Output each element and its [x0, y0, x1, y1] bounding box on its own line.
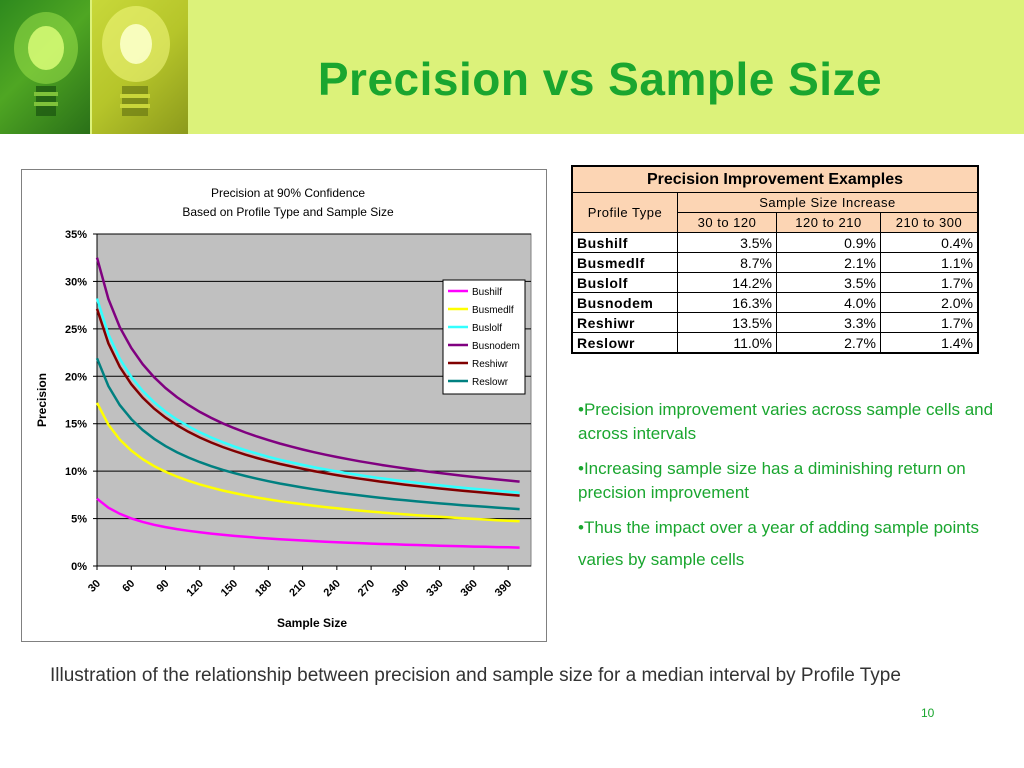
x-tick-label: 90 [155, 578, 172, 595]
x-tick-label: 330 [424, 578, 445, 599]
x-tick-label: 150 [219, 578, 240, 599]
precision-improvement-table: Precision Improvement Examples Profile T… [571, 165, 979, 354]
page-number: 10 [921, 706, 935, 720]
y-tick-label: 30% [65, 276, 87, 288]
precision-line-chart: Precision at 90% Confidence Based on Prof… [35, 186, 532, 630]
y-axis-label: Precision [35, 373, 49, 427]
y-tick-label: 25% [65, 324, 87, 336]
series-line-reslowr [95, 357, 520, 511]
legend-label: Reslowr [472, 377, 509, 388]
table-cell: 2.7% [776, 332, 881, 354]
column-header: 210 to 300 [880, 212, 979, 233]
table-cell: 1.7% [880, 312, 979, 333]
precision-table-container: Precision Improvement Examples Profile T… [571, 165, 979, 354]
row-name: Reshiwr [571, 312, 678, 333]
table-row: Reslowr 11.0% 2.7% 1.4% [571, 332, 979, 354]
bullet-list: •Precision improvement varies across sam… [578, 398, 998, 587]
light-bulb-icon [92, 0, 188, 134]
row-header: Profile Type [571, 192, 678, 233]
table-row: Buslolf 14.2% 3.5% 1.7% [571, 272, 979, 293]
x-tick-label: 30 [86, 578, 103, 595]
table-cell: 3.5% [776, 272, 881, 293]
series-line-busmedlf [95, 402, 520, 523]
column-header: 120 to 210 [776, 212, 881, 233]
x-tick-label: 300 [390, 578, 411, 599]
row-name: Reslowr [571, 332, 678, 354]
row-name: Busnodem [571, 292, 678, 313]
row-name: Buslolf [571, 272, 678, 293]
table-cell: 16.3% [677, 292, 777, 313]
chart-subtitle: Based on Profile Type and Sample Size [182, 205, 394, 219]
table-cell: 1.7% [880, 272, 979, 293]
table-cell: 2.0% [880, 292, 979, 313]
y-tick-label: 20% [65, 371, 87, 383]
legend-label: Reshiwr [472, 359, 509, 370]
row-name: Busmedlf [571, 252, 678, 273]
x-tick-label: 390 [493, 578, 514, 599]
bullet-item: •Thus the impact over a year of adding s… [578, 518, 979, 569]
x-tick-label: 210 [287, 578, 308, 599]
table-cell: 4.0% [776, 292, 881, 313]
table-cell: 2.1% [776, 252, 881, 273]
bullet-item: •Increasing sample size has a diminishin… [578, 459, 966, 502]
x-tick-label: 60 [120, 578, 137, 595]
row-name: Bushilf [571, 232, 678, 253]
legend-label: Busmedlf [472, 305, 514, 316]
table-cell: 1.1% [880, 252, 979, 273]
series-line-reshiwr [95, 308, 520, 497]
series-line-busnodem [95, 257, 520, 483]
series-line-buslolf [95, 298, 520, 494]
table-row: Busmedlf 8.7% 2.1% 1.1% [571, 252, 979, 273]
legend-label: Bushilf [472, 287, 502, 298]
series-line-bushilf [96, 497, 520, 549]
chart-title: Precision at 90% Confidence [211, 186, 365, 200]
x-axis-label: Sample Size [277, 616, 347, 630]
group-header: Sample Size Increase [677, 192, 979, 213]
x-tick-label: 240 [321, 578, 342, 599]
table-cell: 0.4% [880, 232, 979, 253]
table-cell: 13.5% [677, 312, 777, 333]
slide-caption: Illustration of the relationship between… [50, 665, 901, 686]
legend-box [442, 279, 526, 395]
table-cell: 8.7% [677, 252, 777, 273]
table-row: Reshiwr 13.5% 3.3% 1.7% [571, 312, 979, 333]
x-tick-label: 120 [184, 578, 205, 599]
legend-label: Buslolf [472, 323, 502, 334]
legend-label: Busnodem [472, 341, 520, 352]
table-cell: 11.0% [677, 332, 777, 354]
bullet-item: •Precision improvement varies across sam… [578, 400, 994, 443]
table-cell: 3.5% [677, 232, 777, 253]
light-bulb-icon [0, 0, 90, 134]
table-cell: 3.3% [776, 312, 881, 333]
y-tick-label: 10% [65, 466, 87, 478]
y-tick-label: 5% [71, 514, 87, 526]
y-tick-label: 15% [65, 419, 87, 431]
table-row: Busnodem 16.3% 4.0% 2.0% [571, 292, 979, 313]
chart-panel: Precision at 90% Confidence Based on Prof… [21, 169, 547, 642]
table-caption: Precision Improvement Examples [571, 165, 979, 193]
x-tick-label: 360 [459, 578, 480, 599]
table-cell: 14.2% [677, 272, 777, 293]
table-row: Bushilf 3.5% 0.9% 0.4% [571, 232, 979, 253]
y-tick-label: 35% [65, 229, 87, 241]
column-header: 30 to 120 [677, 212, 777, 233]
x-tick-label: 270 [356, 578, 377, 599]
x-tick-label: 180 [253, 578, 274, 599]
page-title: Precision vs Sample Size [317, 53, 883, 105]
y-tick-label: 0% [71, 561, 87, 573]
table-cell: 1.4% [880, 332, 979, 354]
table-cell: 0.9% [776, 232, 881, 253]
